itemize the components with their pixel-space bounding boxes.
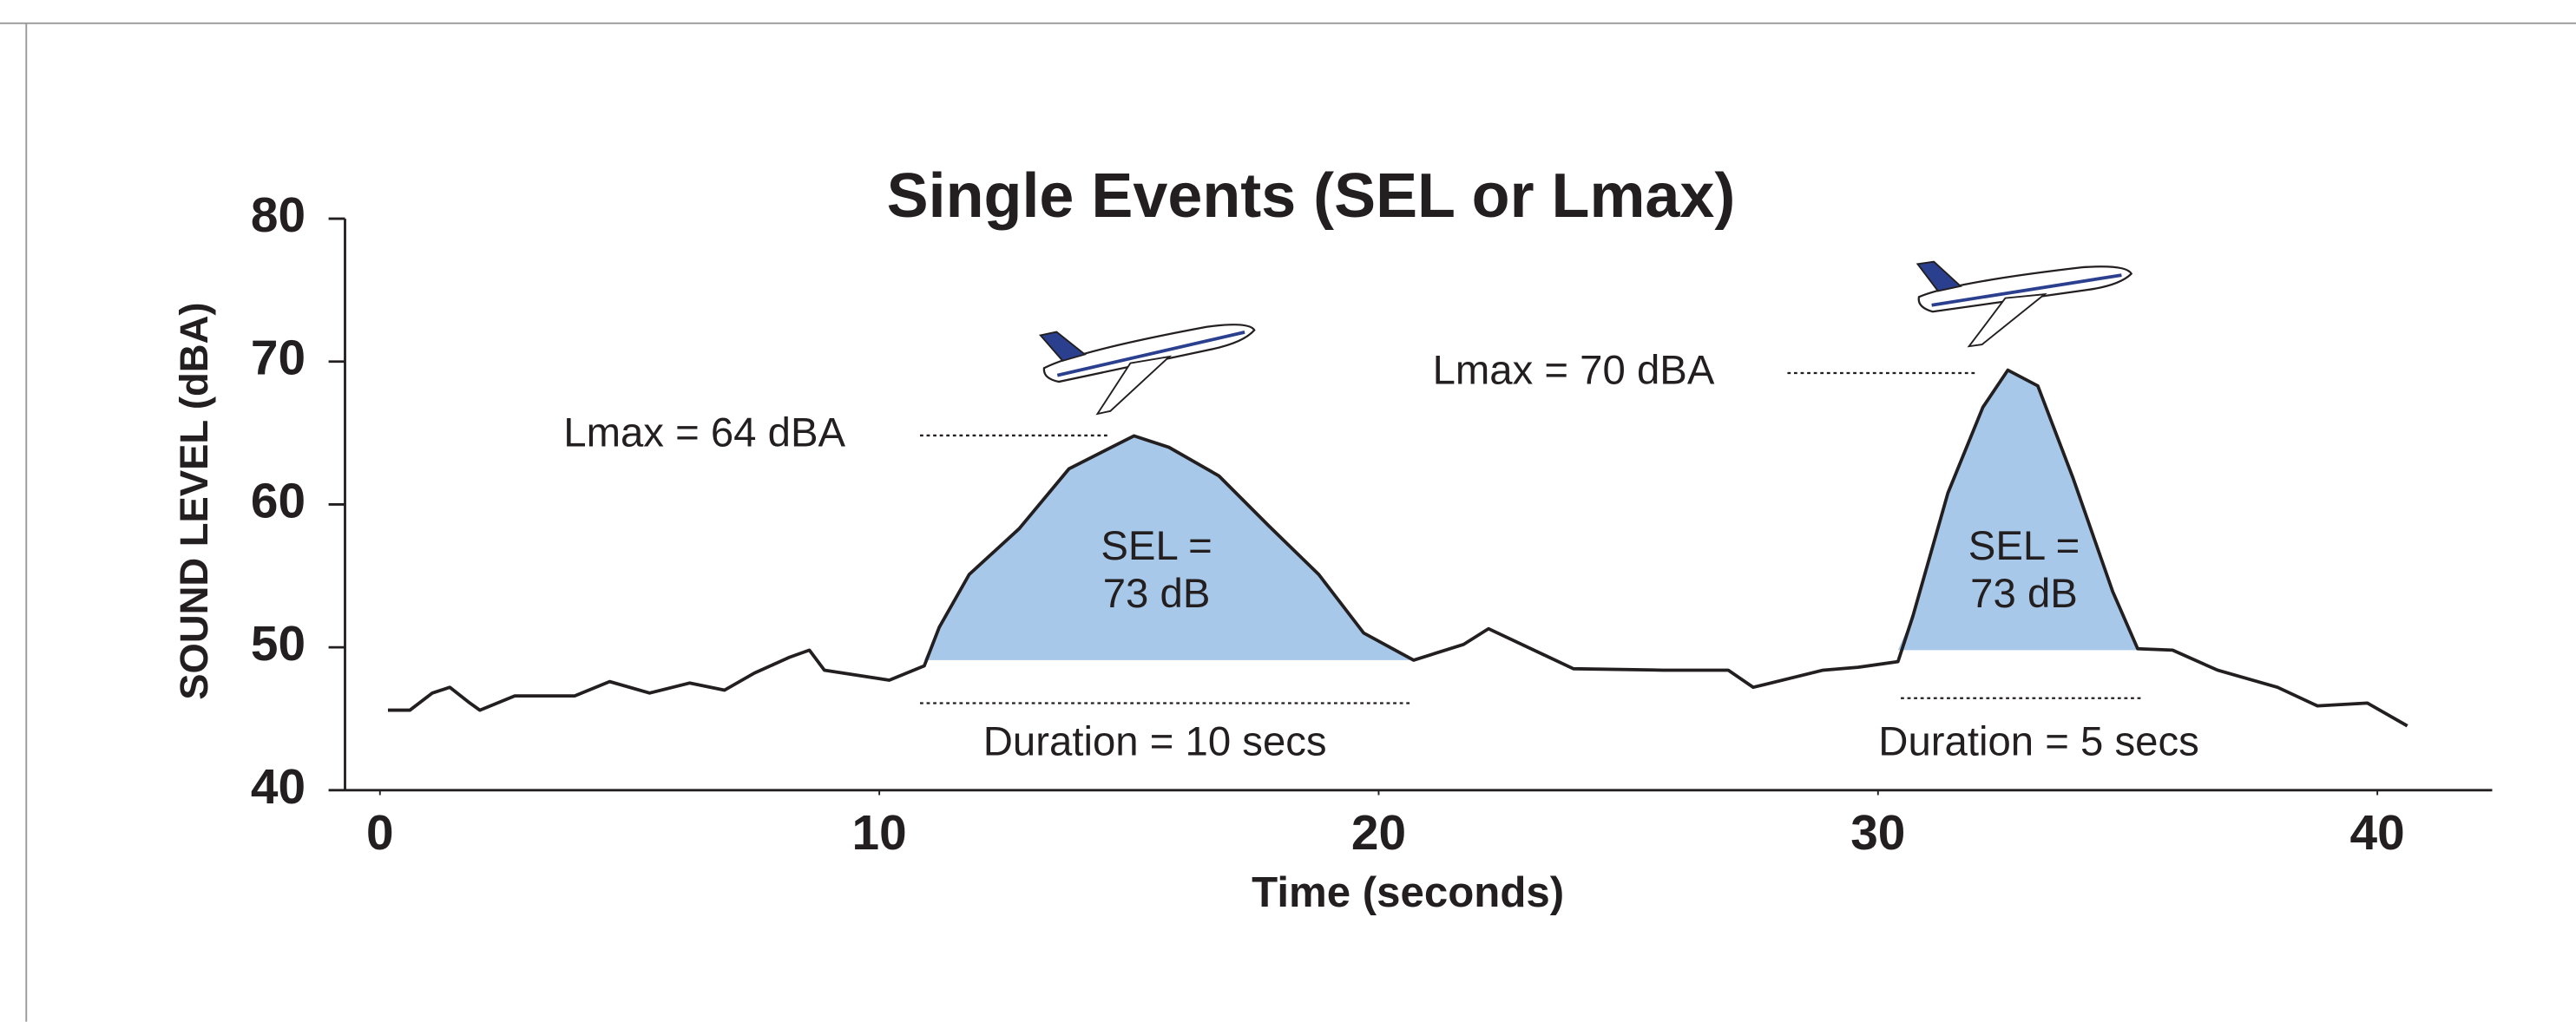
- annotation: Lmax = 64 dBA: [563, 409, 845, 455]
- chart-title: Single Events (SEL or Lmax): [887, 161, 1736, 231]
- y-tick-label: 80: [251, 188, 306, 243]
- tail: [1917, 259, 1961, 293]
- annotation: 73 dB: [1970, 571, 2078, 617]
- x-tick-label: 20: [1351, 806, 1406, 861]
- annotation: Lmax = 70 dBA: [1433, 348, 1715, 394]
- y-axis-label: SOUND LEVEL (dBA): [172, 303, 216, 700]
- x-tick-label: 30: [1850, 806, 1905, 861]
- y-tick-label: 70: [251, 331, 306, 386]
- airplane: [1914, 235, 2139, 353]
- annotation: Duration = 10 secs: [983, 718, 1327, 764]
- x-tick-label: 0: [366, 806, 394, 861]
- airplanes: [1036, 235, 2138, 423]
- airplane: [1036, 292, 1265, 423]
- annotation: 73 dB: [1103, 571, 1211, 617]
- x-axis-label: Time (seconds): [1252, 868, 1564, 916]
- annotation: Duration = 5 secs: [1878, 718, 2199, 764]
- chart: Single Events (SEL or Lmax) Time (second…: [0, 0, 2576, 1022]
- y-tick-label: 60: [251, 474, 306, 528]
- x-tick-label: 40: [2350, 806, 2405, 861]
- y-tick-label: 40: [251, 760, 306, 815]
- annotation: SEL =: [1101, 523, 1212, 569]
- page: {"chart_data": {"type": "line", "title":…: [0, 0, 2576, 1022]
- annotation: SEL =: [1968, 523, 2080, 569]
- x-tick-label: 10: [852, 806, 907, 861]
- y-tick-label: 50: [251, 617, 306, 672]
